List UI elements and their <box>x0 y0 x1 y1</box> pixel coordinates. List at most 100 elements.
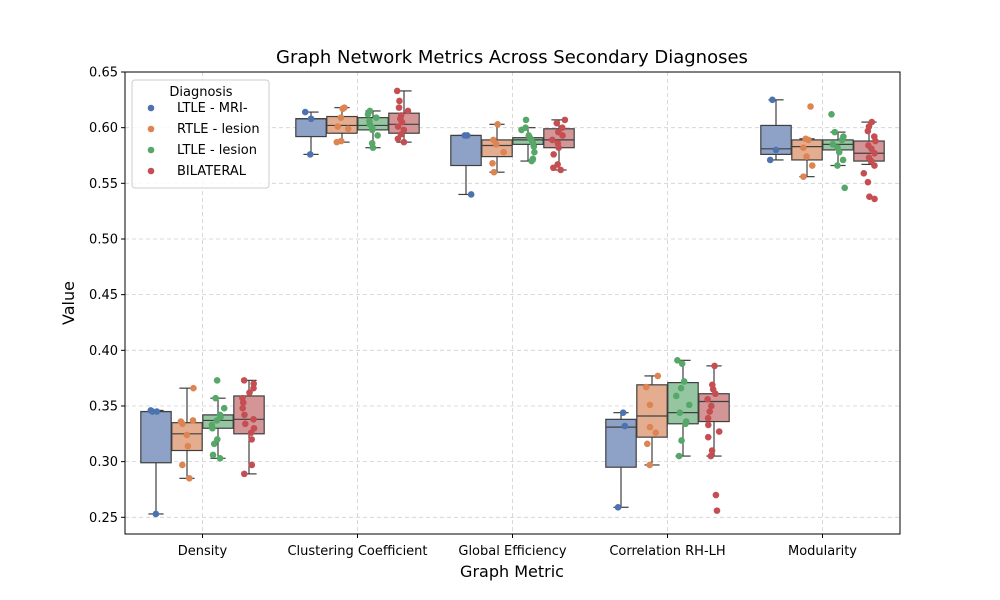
data-point <box>400 126 408 134</box>
data-point <box>490 136 497 144</box>
y-tick-label: 0.25 <box>89 511 118 526</box>
data-point <box>374 132 381 139</box>
data-point <box>652 429 660 436</box>
y-tick-label: 0.30 <box>89 455 118 470</box>
data-point <box>490 168 498 176</box>
data-point <box>500 148 507 156</box>
point-layer <box>147 87 879 518</box>
x-tick-label: Density <box>178 544 228 559</box>
data-point <box>808 162 816 169</box>
x-tick-label: Clustering Coefficient <box>287 544 427 559</box>
data-point <box>677 384 685 392</box>
data-point <box>400 138 408 146</box>
legend-label: LTLE - MRI- <box>177 101 248 116</box>
data-point <box>149 408 156 415</box>
data-point <box>557 166 564 174</box>
data-point <box>870 133 878 140</box>
data-point <box>522 124 529 131</box>
chart-title: Graph Network Metrics Across Secondary D… <box>276 47 748 68</box>
data-point <box>711 362 718 370</box>
data-point <box>707 452 715 460</box>
data-point <box>709 381 716 389</box>
data-point <box>216 454 224 462</box>
data-point <box>553 119 561 127</box>
data-point <box>766 156 774 164</box>
data-point <box>548 136 556 144</box>
data-point <box>250 380 257 388</box>
data-point <box>682 418 690 425</box>
data-point <box>461 132 469 139</box>
data-point <box>248 461 256 469</box>
data-point <box>190 384 197 392</box>
data-point <box>531 148 538 156</box>
x-tick-label: Correlation RH-LH <box>609 544 725 559</box>
data-point <box>241 411 248 419</box>
data-point <box>208 421 216 429</box>
data-point <box>522 116 530 124</box>
data-point <box>712 491 720 499</box>
data-point <box>866 193 873 200</box>
data-point <box>239 394 246 402</box>
data-point <box>246 389 253 396</box>
data-point <box>642 383 650 391</box>
data-point <box>397 112 405 119</box>
data-point <box>183 431 191 439</box>
data-point <box>614 503 622 511</box>
y-tick-label: 0.60 <box>89 121 118 136</box>
data-point <box>654 372 662 380</box>
data-point <box>715 428 723 435</box>
box-body <box>450 134 482 167</box>
data-point <box>177 418 185 425</box>
data-point <box>646 423 654 431</box>
legend-title: Diagnosis <box>169 85 232 100</box>
axis-layer: 0.25 0.30 0.35 0.40 0.45 0.50 0.55 0.60 0.65 Dens… <box>89 66 857 560</box>
data-point <box>306 151 314 158</box>
data-point <box>675 452 683 460</box>
data-point <box>186 475 193 482</box>
x-tick-label: Global Efficiency <box>458 544 567 559</box>
data-point <box>239 404 246 412</box>
data-point <box>525 132 533 139</box>
data-point <box>713 507 721 514</box>
data-point <box>704 421 712 429</box>
data-point <box>646 461 653 469</box>
data-point <box>368 139 376 147</box>
legend-label: LTLE - lesion <box>177 143 257 158</box>
data-point <box>494 121 501 128</box>
data-point <box>619 409 627 416</box>
data-point <box>366 117 373 125</box>
data-point <box>706 408 714 415</box>
legend-label: RTLE - lesion <box>177 122 260 137</box>
data-point <box>184 442 192 450</box>
box-1-3 <box>636 375 668 466</box>
data-point <box>404 107 412 115</box>
data-point <box>685 401 693 409</box>
data-point <box>672 392 680 400</box>
data-point <box>250 424 258 432</box>
data-point <box>212 394 219 402</box>
data-point <box>396 97 403 105</box>
legend-frame <box>131 79 270 189</box>
y-tick-label: 0.45 <box>89 288 118 303</box>
data-point <box>800 144 807 152</box>
data-point <box>179 461 186 469</box>
data-point <box>220 404 228 412</box>
data-point <box>301 108 309 116</box>
data-point <box>803 153 810 160</box>
data-point <box>307 115 315 123</box>
data-point <box>555 128 562 136</box>
data-point <box>840 133 847 140</box>
data-point <box>828 111 835 118</box>
data-point <box>467 191 475 198</box>
data-point <box>213 377 221 384</box>
data-point <box>529 155 537 163</box>
data-point <box>834 144 841 152</box>
data-point <box>678 437 685 444</box>
data-point <box>708 447 716 454</box>
data-point <box>152 510 160 518</box>
legend-marker <box>147 146 155 154</box>
data-point <box>248 436 256 443</box>
box-body <box>233 395 265 435</box>
y-tick-label: 0.50 <box>89 232 118 247</box>
data-point <box>214 436 221 443</box>
